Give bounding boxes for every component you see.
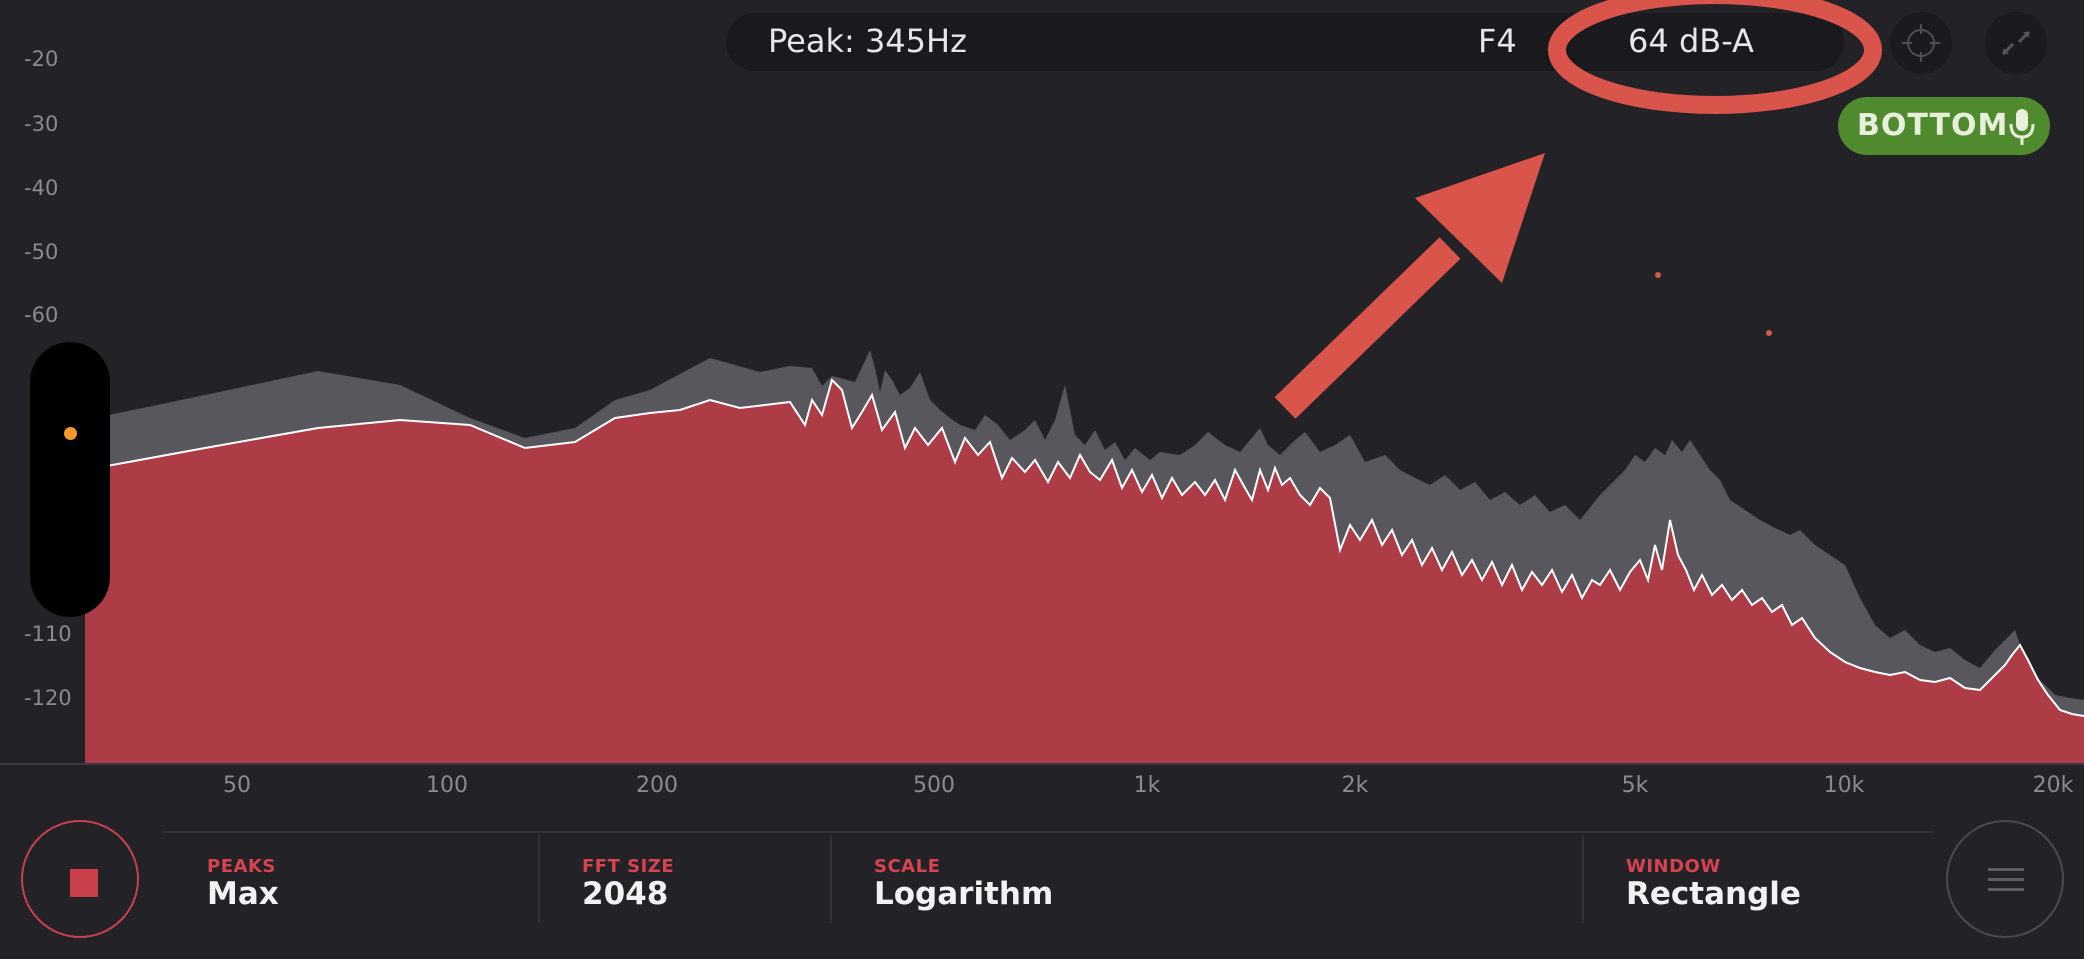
scale-caption: SCALE: [874, 856, 941, 877]
sound-level: 64 dB-A: [1586, 15, 1796, 69]
x-tick: 20k: [2032, 773, 2074, 798]
control-separator: [538, 835, 540, 923]
y-tick: -120: [24, 686, 72, 710]
y-tick: -60: [24, 303, 59, 327]
y-tick: -40: [24, 176, 59, 200]
peak-note: F4: [1478, 22, 1517, 60]
peak-info-bar[interactable]: Peak: 345Hz F4 64 dB-A: [726, 13, 1844, 71]
window-value: Rectangle: [1626, 876, 1801, 912]
y-tick: -110: [24, 622, 72, 646]
gain-slider-handle[interactable]: [64, 427, 77, 440]
x-tick: 100: [426, 773, 468, 798]
mic-select-button[interactable]: BOTTOM: [1838, 97, 2050, 155]
gain-slider[interactable]: [30, 342, 110, 617]
fullscreen-button[interactable]: [1985, 12, 2047, 74]
peaks-caption: PEAKS: [207, 856, 276, 877]
x-tick: 1k: [1133, 773, 1161, 798]
microphone-icon: [2009, 109, 2035, 145]
sound-level-value: 64 dB-A: [1628, 22, 1754, 60]
peak-frequency: Peak: 345Hz: [768, 22, 967, 60]
control-separator: [830, 835, 832, 923]
x-tick: 5k: [1621, 773, 1649, 798]
scale-value: Logarithm: [874, 876, 1054, 912]
y-tick: -50: [24, 240, 59, 264]
peaks-value: Max: [207, 876, 279, 912]
fft-size-control[interactable]: FFT SIZE 2048: [538, 833, 830, 925]
crosshair-icon: [1902, 24, 1940, 62]
x-tick: 2k: [1341, 773, 1369, 798]
x-tick: 50: [223, 773, 251, 798]
crosshair-button[interactable]: [1890, 12, 1952, 74]
stop-icon: [70, 869, 98, 897]
panel-divider: [0, 763, 2084, 765]
expand-icon: [2001, 30, 2031, 56]
spectrum-fill-area: [85, 380, 2084, 763]
spectrum-line: [84, 378, 2084, 717]
scale-control[interactable]: SCALE Logarithm: [830, 833, 1582, 925]
y-tick: -20: [24, 47, 59, 71]
x-tick: 10k: [1823, 773, 1865, 798]
x-tick: 500: [913, 773, 955, 798]
window-caption: WINDOW: [1626, 856, 1721, 877]
menu-button[interactable]: [1946, 820, 2064, 938]
marker-dot: [1655, 272, 1661, 278]
controls-top-rule: [163, 831, 1933, 833]
x-tick: 200: [636, 773, 678, 798]
spectrum-plot: [84, 272, 2084, 763]
fft-size-value: 2048: [582, 876, 669, 912]
control-separator: [1582, 835, 1584, 923]
peaks-control[interactable]: PEAKS Max: [163, 833, 538, 925]
stop-button[interactable]: [21, 820, 139, 938]
y-tick: -30: [24, 112, 59, 136]
mic-select-label: BOTTOM: [1857, 108, 2009, 143]
marker-dot: [1766, 330, 1772, 336]
fft-size-caption: FFT SIZE: [582, 856, 675, 877]
window-control[interactable]: WINDOW Rectangle: [1582, 833, 1933, 925]
